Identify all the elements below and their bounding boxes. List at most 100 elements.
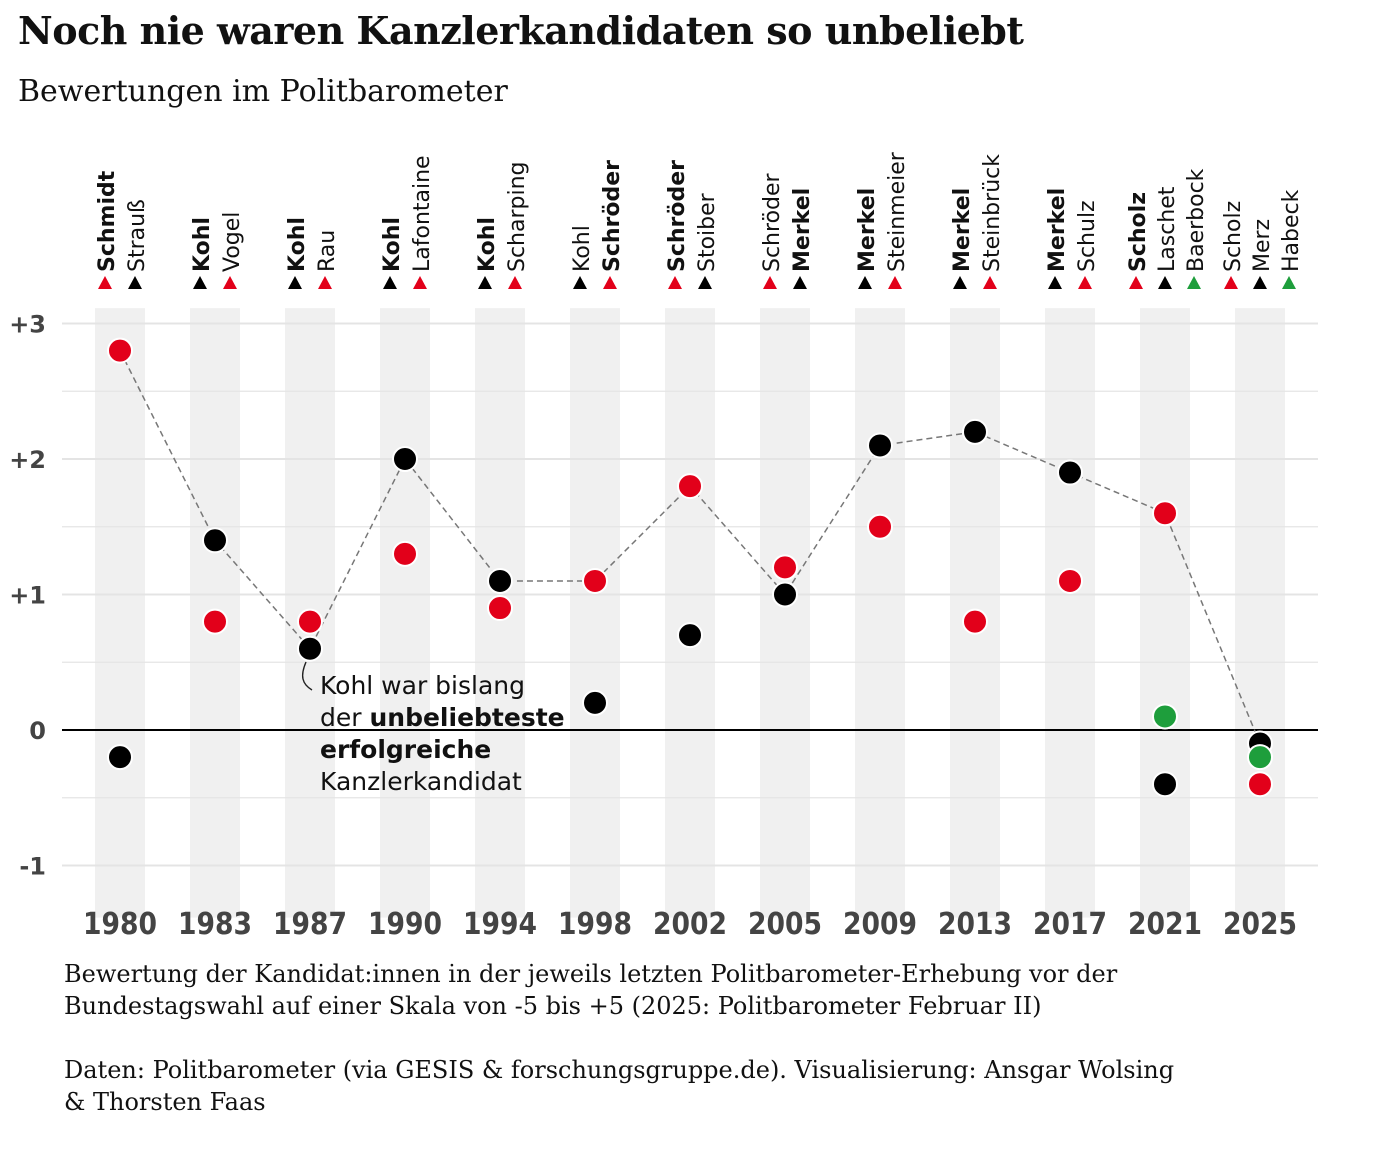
source-note-line: & Thorsten Faas	[64, 1088, 266, 1116]
party-triangle-icon	[1187, 276, 1201, 289]
candidate-dot	[297, 608, 323, 635]
candidate-dot	[487, 567, 513, 594]
candidate-dot	[1057, 459, 1083, 486]
candidate-label: Stoiber	[695, 192, 720, 272]
party-triangle-icon	[128, 276, 142, 289]
candidate-dot	[677, 473, 703, 500]
candidate-label: Merkel	[790, 188, 815, 272]
candidate-dot	[202, 527, 228, 554]
candidate-label: Schulz	[1075, 200, 1100, 272]
chart-title: Noch nie waren Kanzlerkandidaten so unbe…	[18, 8, 1024, 53]
candidate-dot	[1247, 771, 1273, 798]
candidate-label: Merkel	[1045, 188, 1070, 272]
year-band	[1045, 308, 1095, 918]
candidate-label: Kohl	[285, 217, 310, 272]
candidate-label: Vogel	[220, 212, 245, 272]
candidate-label: Steinmeier	[885, 151, 910, 272]
annotation-text: Kohl war bislang	[320, 671, 525, 700]
x-tick-label: 2002	[653, 907, 727, 942]
candidate-label: Kohl	[380, 217, 405, 272]
year-band	[1140, 308, 1190, 918]
candidate-dot	[677, 622, 703, 649]
candidate-label: Steinbrück	[980, 154, 1005, 272]
candidate-label: Kohl	[570, 225, 595, 272]
candidate-dot	[582, 689, 608, 716]
year-band	[380, 308, 430, 918]
year-band	[95, 308, 145, 918]
candidate-label: Schröder	[665, 160, 690, 272]
candidate-label: Schröder	[600, 160, 625, 272]
candidate-label: Strauß	[125, 199, 150, 272]
party-triangle-icon	[763, 276, 777, 289]
party-triangle-icon	[98, 276, 112, 289]
y-tick-label: 0	[29, 717, 46, 745]
party-triangle-icon	[1158, 276, 1172, 289]
source-note-line: Daten: Politbarometer (via GESIS & forsc…	[64, 1056, 1175, 1084]
party-triangle-icon	[223, 276, 237, 289]
party-triangle-icon	[698, 276, 712, 289]
candidate-label: Habeck	[1279, 189, 1304, 272]
candidate-label: Lafontaine	[410, 155, 435, 272]
candidate-label: Merkel	[855, 188, 880, 272]
candidate-dot	[202, 608, 228, 635]
candidate-label: Baerbock	[1184, 168, 1209, 272]
y-tick-label: +1	[9, 582, 46, 610]
definition-note-line: Bewertung der Kandidat:innen in der jewe…	[64, 960, 1118, 988]
party-triangle-icon	[668, 276, 682, 289]
party-triangle-icon	[888, 276, 902, 289]
x-tick-label: 2021	[1128, 907, 1202, 942]
candidate-label: Merkel	[950, 188, 975, 272]
year-band	[855, 308, 905, 918]
candidate-dot	[392, 446, 418, 472]
party-triangle-icon	[953, 276, 967, 289]
candidate-label: Rau	[315, 230, 340, 272]
candidate-dot	[107, 337, 133, 364]
candidate-dot	[962, 608, 988, 635]
candidate-dot	[1247, 744, 1273, 771]
source-note: Daten: Politbarometer (via GESIS & forsc…	[64, 1054, 1174, 1118]
definition-note: Bewertung der Kandidat:innen in der jewe…	[64, 958, 1117, 1022]
candidate-label: Scholz	[1221, 201, 1246, 272]
party-triangle-icon	[1253, 276, 1267, 289]
definition-note-line: Bundestagswahl auf einer Skala von -5 bi…	[64, 992, 1042, 1020]
candidate-dot	[392, 540, 418, 567]
party-triangle-icon	[1048, 276, 1062, 289]
x-tick-label: 2013	[938, 907, 1012, 942]
candidate-label: Scharping	[505, 161, 530, 272]
x-tick-label: 2025	[1223, 907, 1297, 942]
candidate-label: Scholz	[1126, 192, 1151, 272]
party-triangle-icon	[288, 276, 302, 289]
chart-area: +3 +2 +1 0 -1 1980 1983 1987 1990 1994 1998 2002 200…	[9, 151, 1318, 942]
candidate-dot	[1152, 771, 1178, 798]
candidate-label: Merz	[1250, 219, 1275, 272]
party-triangle-icon	[508, 276, 522, 289]
candidate-dot	[582, 567, 608, 594]
party-triangle-icon	[478, 276, 492, 289]
party-triangle-icon	[983, 276, 997, 289]
candidate-label: Kohl	[190, 217, 215, 272]
candidate-label: Schröder	[760, 172, 785, 272]
x-tick-label: 2017	[1033, 907, 1107, 942]
candidate-dot	[772, 554, 798, 581]
y-tick-label: +3	[9, 311, 46, 339]
annotation-text: der unbeliebteste	[320, 703, 565, 732]
candidate-dot	[962, 418, 988, 445]
annotation-text: Kanzlerkandidat	[320, 767, 522, 796]
party-triangle-icon	[1129, 276, 1143, 289]
year-band	[570, 308, 620, 918]
candidate-label: Kohl	[475, 217, 500, 272]
party-triangle-icon	[1282, 276, 1296, 289]
x-tick-label: 2009	[843, 907, 917, 942]
x-tick-label: 1998	[558, 907, 632, 942]
x-tick-label: 2005	[748, 907, 822, 942]
party-triangle-icon	[858, 276, 872, 289]
party-triangle-icon	[603, 276, 617, 289]
party-triangle-icon	[573, 276, 587, 289]
party-triangle-icon	[193, 276, 207, 289]
candidate-label: Laschet	[1155, 186, 1180, 272]
candidate-dot	[297, 635, 323, 662]
x-tick-label: 1980	[83, 907, 157, 942]
party-triangle-icon	[793, 276, 807, 289]
party-triangle-icon	[1224, 276, 1238, 289]
x-tick-label: 1987	[273, 907, 347, 942]
